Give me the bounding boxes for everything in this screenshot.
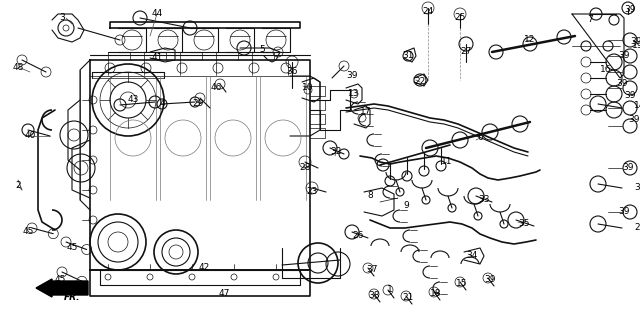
Text: 25: 25 xyxy=(454,14,466,22)
Text: 14: 14 xyxy=(634,101,640,111)
Text: 13: 13 xyxy=(348,89,360,99)
Text: 15: 15 xyxy=(456,279,468,289)
Text: 35: 35 xyxy=(518,220,530,228)
Text: 47: 47 xyxy=(218,289,230,299)
Text: 39: 39 xyxy=(618,208,630,216)
Text: 31: 31 xyxy=(403,52,413,60)
Text: 28: 28 xyxy=(300,163,310,173)
Text: 4: 4 xyxy=(159,100,165,108)
Text: 43: 43 xyxy=(127,95,139,105)
Text: 2: 2 xyxy=(15,181,21,191)
Text: 22: 22 xyxy=(414,77,426,87)
Text: 33: 33 xyxy=(478,196,490,204)
Text: 39: 39 xyxy=(616,80,628,88)
Text: 44: 44 xyxy=(152,9,163,19)
Text: 29: 29 xyxy=(192,100,204,108)
Text: 37: 37 xyxy=(366,265,378,275)
Text: 45: 45 xyxy=(22,228,34,236)
Text: 45: 45 xyxy=(54,276,66,284)
Text: 39: 39 xyxy=(346,71,358,81)
Text: 42: 42 xyxy=(198,264,210,272)
Text: 39: 39 xyxy=(630,38,640,46)
Text: 24: 24 xyxy=(422,8,434,16)
Text: 18: 18 xyxy=(430,289,442,299)
Text: 19: 19 xyxy=(632,41,640,51)
Text: 36: 36 xyxy=(286,68,298,76)
Text: 39: 39 xyxy=(624,5,636,15)
FancyArrow shape xyxy=(36,279,88,297)
Text: 21: 21 xyxy=(403,294,413,302)
Text: 30: 30 xyxy=(634,184,640,192)
Text: 39: 39 xyxy=(484,276,496,284)
Text: 46: 46 xyxy=(211,83,221,93)
Text: 38: 38 xyxy=(368,291,380,301)
Text: 39: 39 xyxy=(622,163,634,173)
Text: 17: 17 xyxy=(360,107,372,117)
Text: 6: 6 xyxy=(477,133,483,143)
Text: 40: 40 xyxy=(24,131,36,141)
Text: 7: 7 xyxy=(587,15,593,25)
Text: 10: 10 xyxy=(302,83,314,93)
Text: 23: 23 xyxy=(307,187,317,197)
Text: 39: 39 xyxy=(628,116,640,125)
Text: 41: 41 xyxy=(151,53,163,63)
Text: 12: 12 xyxy=(524,35,536,45)
Text: 27: 27 xyxy=(460,47,472,57)
Text: 9: 9 xyxy=(403,202,409,210)
Text: 11: 11 xyxy=(441,157,452,167)
Text: 16: 16 xyxy=(600,65,612,75)
Text: 3: 3 xyxy=(59,14,65,22)
Text: FR.: FR. xyxy=(64,294,80,302)
Text: 45: 45 xyxy=(67,244,77,252)
Text: 20: 20 xyxy=(634,223,640,233)
Text: 26: 26 xyxy=(352,232,364,240)
Text: 34: 34 xyxy=(467,252,477,260)
Text: 1: 1 xyxy=(387,285,393,295)
Text: 5: 5 xyxy=(259,46,265,54)
Text: 32: 32 xyxy=(330,148,342,156)
Text: 39: 39 xyxy=(624,92,636,100)
Text: 8: 8 xyxy=(367,191,373,200)
Text: 39: 39 xyxy=(618,52,630,60)
Text: 48: 48 xyxy=(12,63,24,71)
